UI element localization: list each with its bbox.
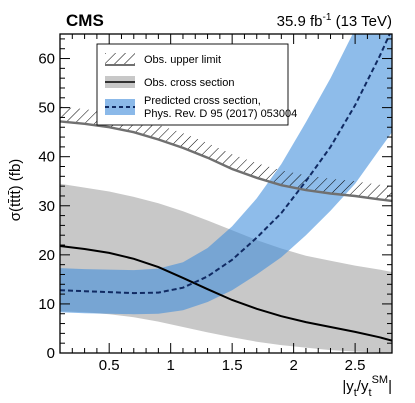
y-tick-label: 30	[38, 198, 55, 215]
cms-label: CMS	[66, 11, 104, 30]
y-tick-label: 50	[38, 100, 55, 117]
y-tick-label: 40	[38, 149, 55, 166]
legend-label-predicted-2: Phys. Rev. D 95 (2017) 053004	[144, 108, 297, 120]
legend-entry-observed: Obs. cross section	[105, 76, 234, 89]
axis-tick-labels: 0.5 1 1.5 2 2.5 0 10 20 30 40 50 60	[38, 51, 365, 374]
y-tick-label: 10	[38, 296, 55, 313]
y-tick-label: 60	[38, 51, 55, 68]
legend: Obs. upper limit Obs. cross section Pred…	[96, 43, 297, 126]
legend-entry-predicted: Predicted cross section, Phys. Rev. D 95…	[105, 95, 297, 120]
y-tick-label: 0	[47, 345, 55, 362]
x-tick-label: 1.5	[222, 357, 243, 374]
predicted-line	[60, 34, 391, 295]
x-tick-label: 0.5	[99, 357, 120, 374]
x-tick-label: 2.5	[345, 357, 366, 374]
legend-hatch-swatch	[105, 53, 135, 65]
legend-label-predicted-1: Predicted cross section,	[144, 95, 261, 107]
x-tick-label: 2	[289, 357, 297, 374]
y-axis-title: σ(tt̄tt̄) (fb)	[7, 159, 24, 222]
x-axis-title: |yt/ytSM|	[342, 374, 392, 399]
upper-limit-hatch	[60, 106, 392, 201]
legend-entry-upper-limit: Obs. upper limit	[105, 53, 221, 66]
plot-area	[60, 34, 392, 353]
legend-label-upper-limit: Obs. upper limit	[144, 54, 221, 66]
legend-label-observed: Obs. cross section	[144, 77, 234, 89]
upper-limit-line	[60, 120, 392, 203]
observed-line	[60, 245, 392, 342]
predicted-band	[60, 34, 392, 315]
y-tick-label: 20	[38, 247, 55, 264]
axis-ticks	[59, 34, 393, 354]
plot-frame	[59, 33, 393, 354]
x-tick-label: 1	[166, 357, 174, 374]
lumi-label: 35.9 fb-1 (13 TeV)	[277, 12, 392, 30]
